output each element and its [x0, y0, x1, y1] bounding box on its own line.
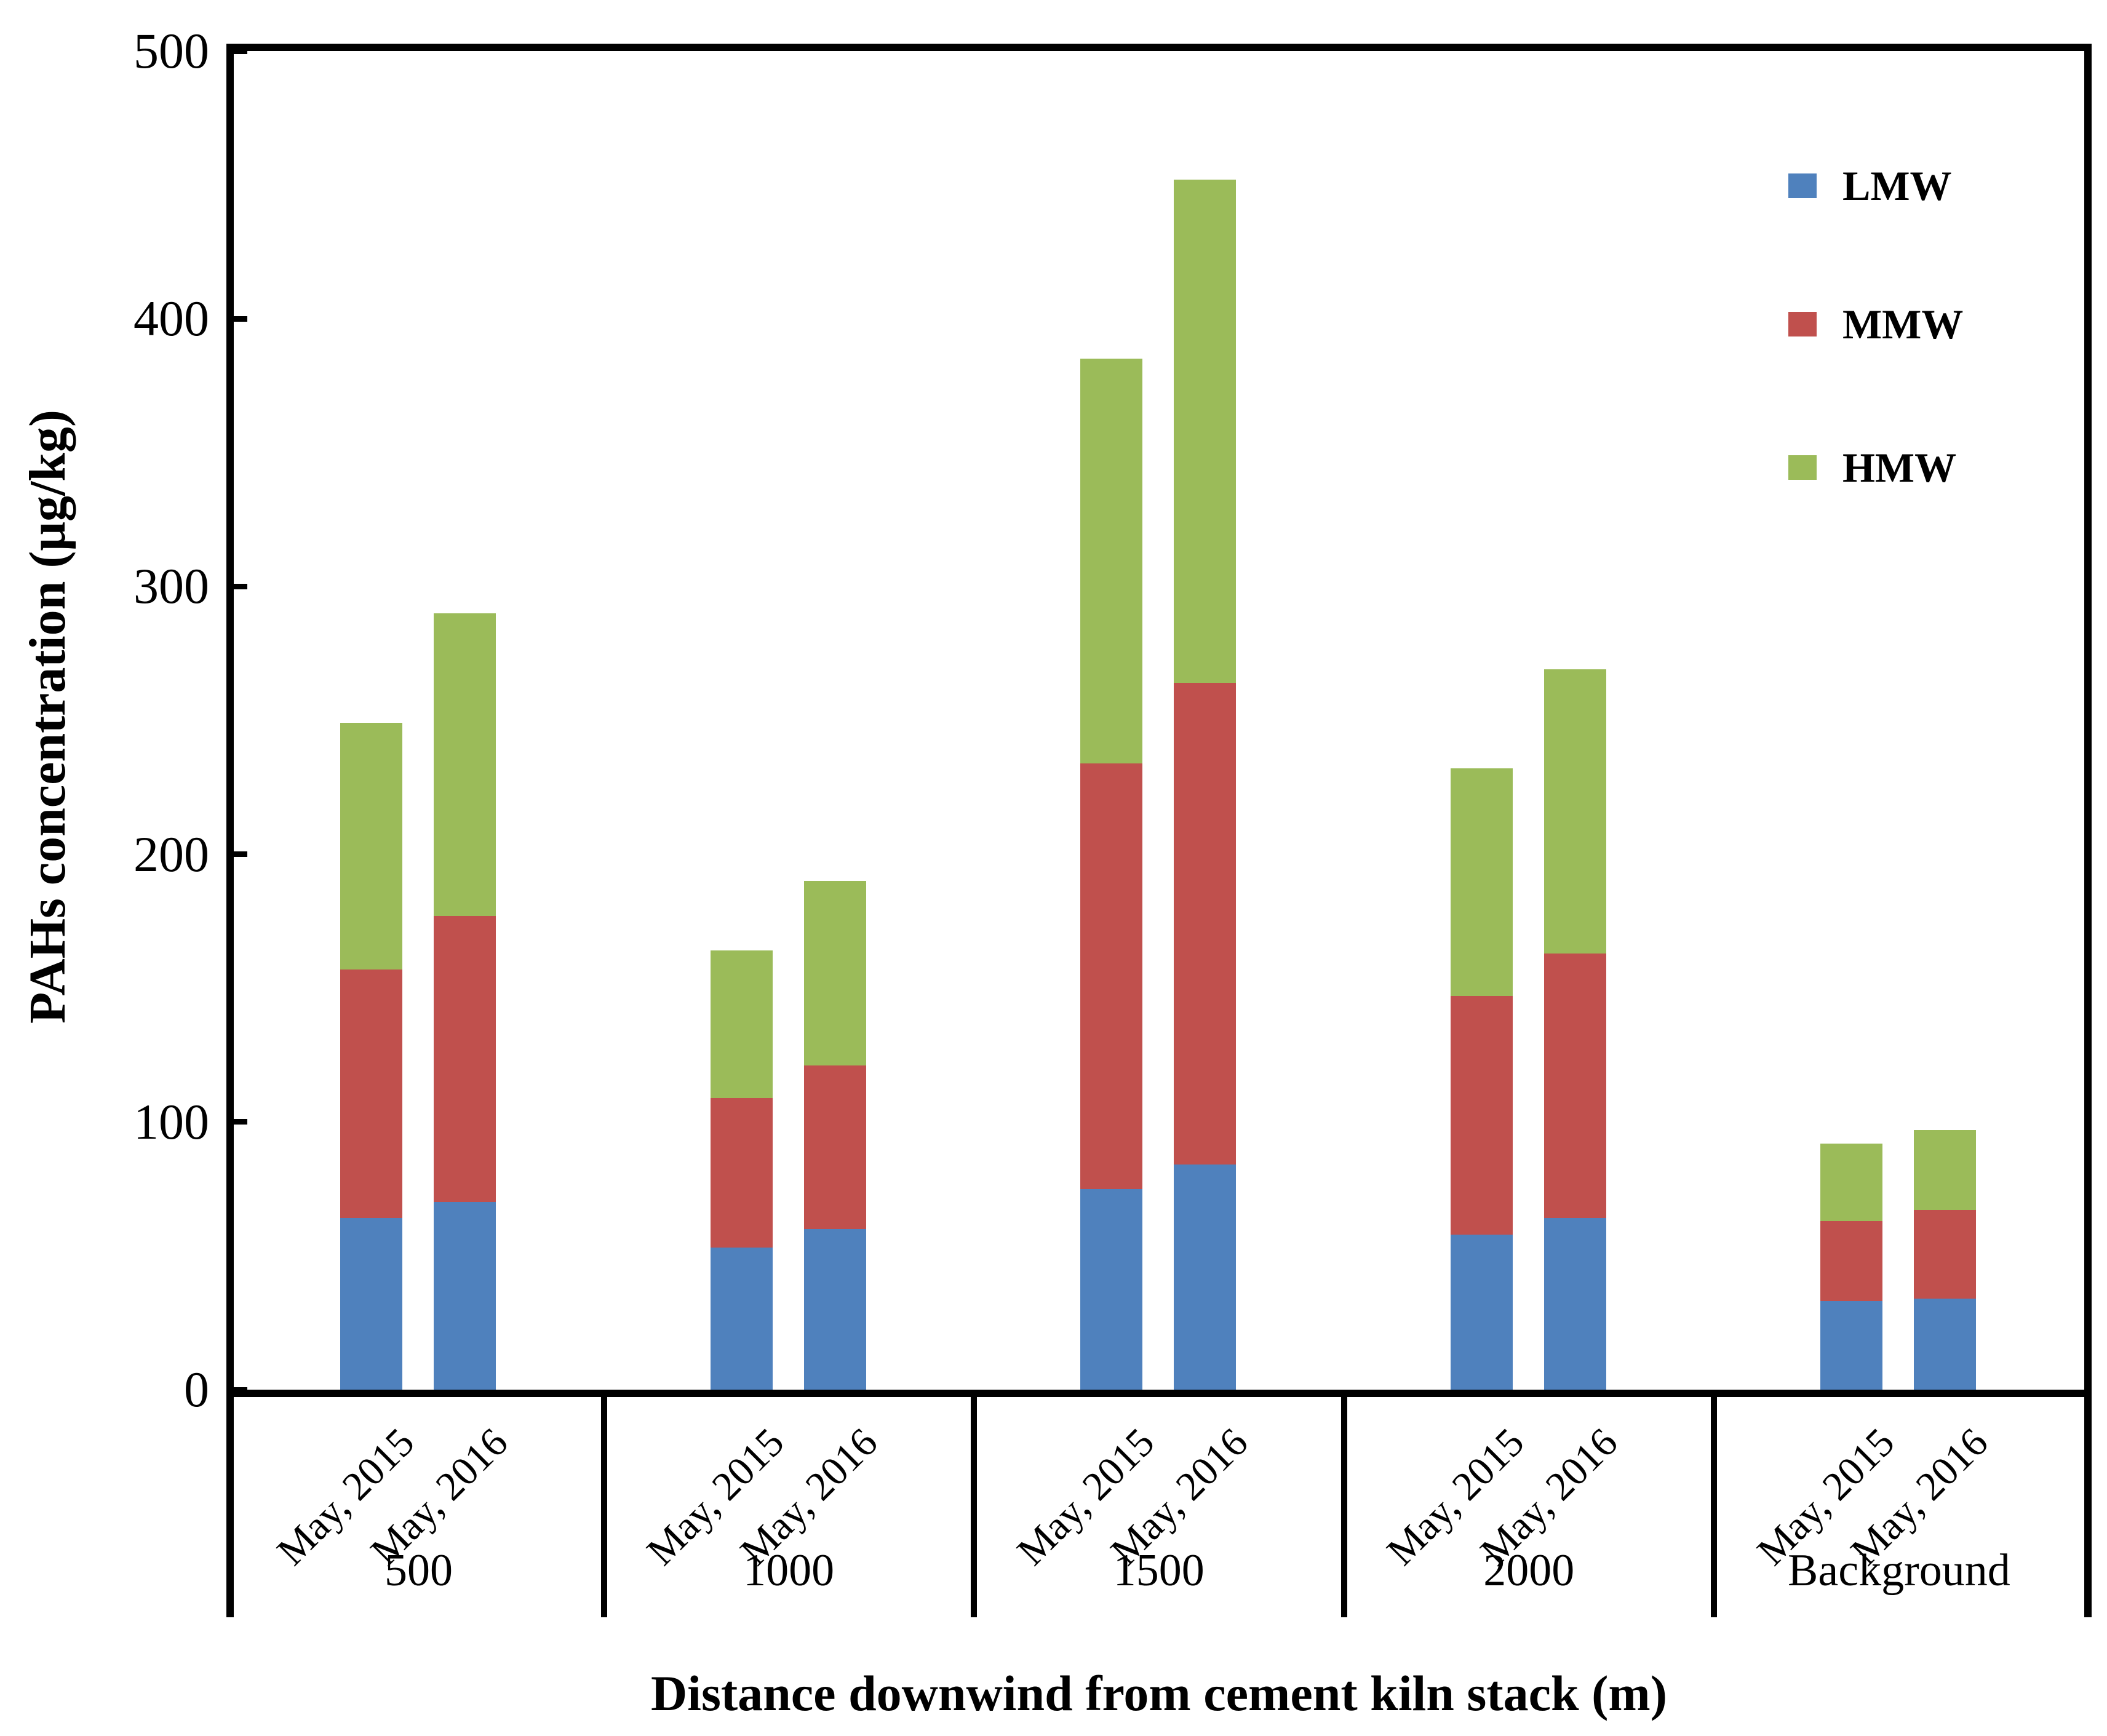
y-tick-label: 500 — [133, 23, 209, 79]
category-label: Background — [1788, 1545, 2010, 1596]
bar-segment-lmw — [710, 1248, 773, 1390]
bar-segment-mmw — [1080, 763, 1143, 1189]
bar-segment-hmw — [1543, 669, 1606, 954]
bar-segment-lmw — [803, 1228, 866, 1390]
bar-segment-mmw — [803, 1065, 866, 1229]
y-tick-label: 400 — [133, 290, 209, 347]
bar-segment-lmw — [1450, 1234, 1513, 1390]
bar-segment-hmw — [1914, 1129, 1977, 1211]
category-label: 1500 — [1113, 1545, 1205, 1596]
bar-segment-lmw — [1820, 1301, 1883, 1390]
bar-segment-lmw — [340, 1218, 402, 1390]
x-axis-title: Distance downwind from cement kiln stack… — [650, 1665, 1668, 1721]
bar-segment-lmw — [1543, 1218, 1606, 1390]
bar-segment-lmw — [1914, 1299, 1977, 1390]
y-axis-tick — [234, 48, 247, 54]
bar-segment-hmw — [1174, 179, 1237, 683]
category-divider — [226, 1397, 234, 1617]
category-divider — [1340, 1397, 1347, 1617]
bar-segment-mmw — [1914, 1210, 1977, 1299]
legend-swatch-mmw — [1788, 312, 1817, 336]
bar-segment-mmw — [710, 1097, 773, 1248]
bar-segment-mmw — [1820, 1220, 1883, 1302]
bar-segment-mmw — [340, 969, 402, 1219]
legend-label-mmw: MMW — [1842, 301, 1964, 348]
y-axis-tick — [234, 851, 247, 858]
bar-segment-mmw — [1450, 996, 1513, 1235]
y-axis-tick — [234, 1119, 247, 1125]
bar-segment-hmw — [803, 881, 866, 1066]
category-label: 500 — [384, 1545, 453, 1596]
bar-segment-lmw — [434, 1202, 496, 1390]
y-tick-label: 200 — [133, 826, 209, 882]
y-tick-label: 0 — [184, 1361, 209, 1417]
bar-segment-hmw — [434, 613, 496, 916]
bar-segment-hmw — [1450, 768, 1513, 997]
y-tick-label: 100 — [133, 1093, 209, 1150]
bar-segment-hmw — [1080, 359, 1143, 763]
plot-area-frame — [226, 44, 2092, 1397]
category-divider — [1711, 1397, 1718, 1617]
y-tick-label: 300 — [133, 558, 209, 615]
category-label: 2000 — [1483, 1545, 1575, 1596]
bar-segment-mmw — [1174, 683, 1237, 1165]
category-label: 1000 — [743, 1545, 835, 1596]
y-axis-tick — [234, 583, 247, 589]
category-divider — [971, 1397, 978, 1617]
category-divider — [600, 1397, 607, 1617]
bar-segment-hmw — [1820, 1143, 1883, 1221]
bar-segment-hmw — [710, 950, 773, 1098]
legend-swatch-hmw — [1788, 455, 1817, 480]
category-divider — [2084, 1397, 2092, 1617]
bar-segment-mmw — [1543, 953, 1606, 1219]
bar-segment-hmw — [340, 723, 402, 970]
bar-segment-mmw — [434, 915, 496, 1203]
y-axis-tick — [234, 316, 247, 322]
legend-swatch-lmw — [1788, 173, 1817, 198]
bar-segment-lmw — [1174, 1165, 1237, 1390]
y-axis-title: PAHs concentration (μg/kg) — [19, 410, 76, 1024]
legend-label-hmw: HMW — [1842, 444, 1957, 491]
bar-segment-lmw — [1080, 1189, 1143, 1390]
y-axis-tick — [234, 1387, 247, 1393]
legend-label-lmw: LMW — [1842, 162, 1952, 209]
